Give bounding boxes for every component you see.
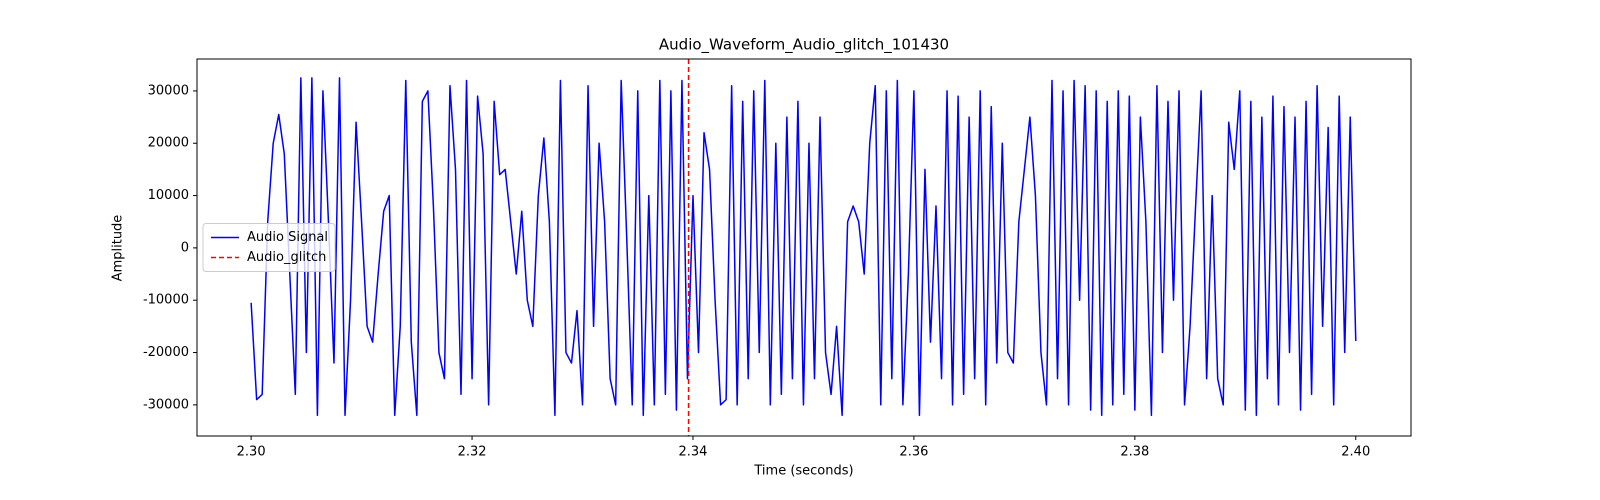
x-tick-label: 2.34 bbox=[679, 445, 708, 460]
x-axis-label: Time (seconds) bbox=[753, 464, 853, 479]
y-tick-label: 20000 bbox=[148, 136, 189, 151]
y-tick-label: 10000 bbox=[148, 188, 189, 203]
x-tick-label: 2.36 bbox=[899, 445, 928, 460]
x-tick-label: 2.40 bbox=[1341, 445, 1370, 460]
legend-label: Audio Signal bbox=[247, 230, 328, 245]
y-tick-label: -30000 bbox=[143, 397, 189, 412]
line-series bbox=[250, 77, 1357, 417]
x-tick-label: 2.38 bbox=[1120, 445, 1149, 460]
x-tick-label: 2.32 bbox=[458, 445, 487, 460]
y-tick-label: -20000 bbox=[143, 345, 189, 360]
legend-box bbox=[202, 223, 336, 272]
plot-frame bbox=[196, 58, 1412, 437]
legend-label: Audio_glitch bbox=[247, 250, 326, 265]
y-tick-label: 30000 bbox=[148, 83, 189, 98]
x-tick-label: 2.30 bbox=[237, 445, 266, 460]
y-axis-label: Amplitude bbox=[111, 215, 126, 282]
y-tick-label: 0 bbox=[181, 240, 189, 255]
y-tick-label: -10000 bbox=[143, 293, 189, 308]
chart-title: Audio_Waveform_Audio_glitch_101430 bbox=[659, 36, 949, 55]
